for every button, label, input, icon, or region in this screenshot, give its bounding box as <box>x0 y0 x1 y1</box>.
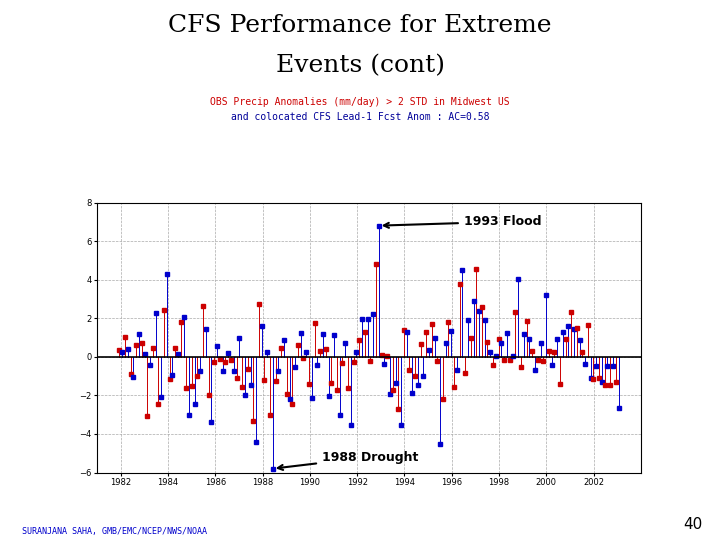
Text: 1993 Flood: 1993 Flood <box>384 215 541 228</box>
Text: CFS Performance for Extreme: CFS Performance for Extreme <box>168 14 552 37</box>
Text: Events (cont): Events (cont) <box>276 54 444 77</box>
Text: OBS Precip Anomalies (mm/day) > 2 STD in Midwest US: OBS Precip Anomalies (mm/day) > 2 STD in… <box>210 97 510 107</box>
Text: and colocated CFS Lead-1 Fcst Anom : AC=0.58: and colocated CFS Lead-1 Fcst Anom : AC=… <box>230 112 490 122</box>
Text: SURANJANA SAHA, GMB/EMC/NCEP/NWS/NOAA: SURANJANA SAHA, GMB/EMC/NCEP/NWS/NOAA <box>22 526 207 536</box>
Text: 1988 Drought: 1988 Drought <box>278 450 418 470</box>
Text: 40: 40 <box>683 517 702 532</box>
